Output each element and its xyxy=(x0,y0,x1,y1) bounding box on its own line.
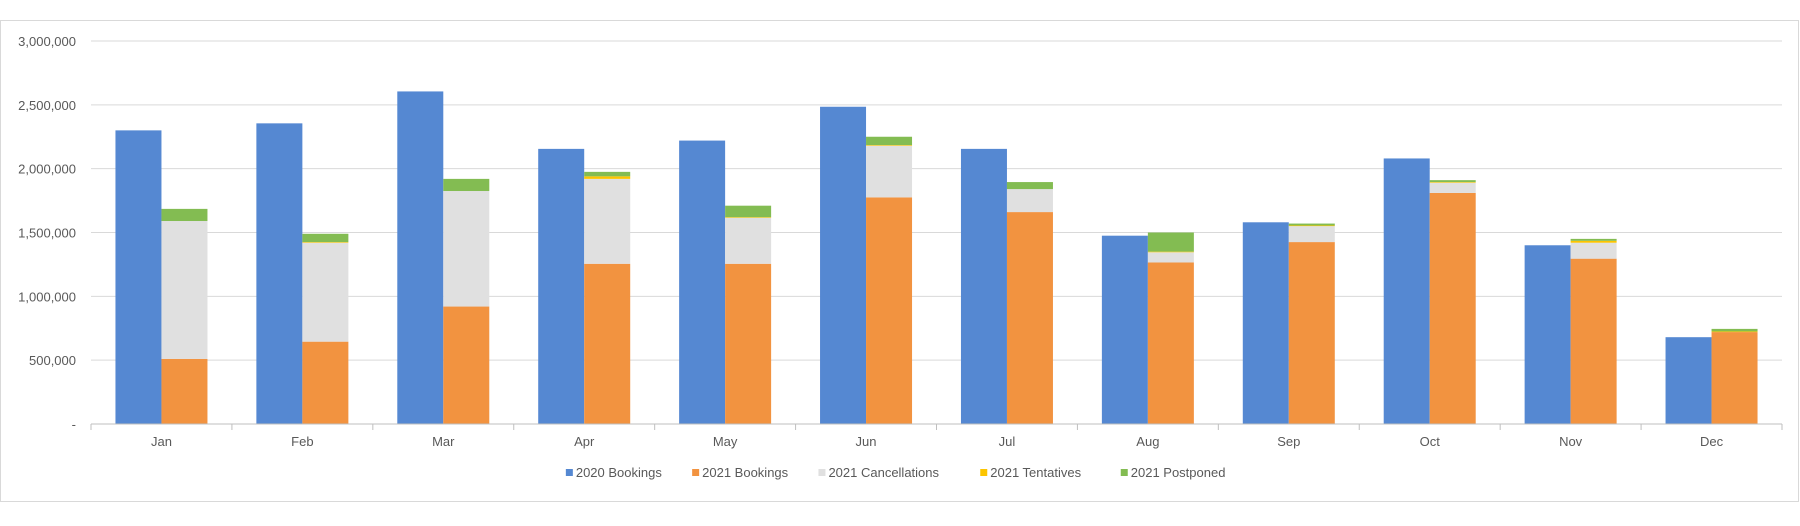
legend-item: 2021 Cancellations xyxy=(818,465,940,480)
x-axis: Jan Feb Mar Apr May Jun Jul Aug Sep Oct Nov Dec xyxy=(90,423,1783,449)
legend-item: 2021 Bookings xyxy=(692,465,789,480)
x-tick-label: Mar xyxy=(432,434,455,449)
legend-swatch xyxy=(1120,469,1128,476)
bar-2020-bookings-apr xyxy=(538,148,585,424)
bar-2021-bookings-jun xyxy=(866,197,913,424)
y-tick-label: - xyxy=(72,417,76,432)
bar-2021-postponed-mar xyxy=(443,178,490,192)
bar-2020-bookings-sep xyxy=(1242,222,1289,424)
bar-2021-cancellations-jun xyxy=(866,145,913,198)
bar-2021-bookings-dec xyxy=(1711,332,1758,424)
bar-2020-bookings-mar xyxy=(397,91,444,424)
legend-label: 2021 Bookings xyxy=(702,465,789,480)
bar-2021-postponed-feb xyxy=(302,233,349,243)
bar-2021-tentatives-apr xyxy=(584,176,631,179)
legend-item: 2020 Bookings xyxy=(565,465,663,480)
bar-2021-postponed-jun xyxy=(866,136,913,146)
x-tick-label: Jan xyxy=(151,434,172,449)
bar-2021-tentatives-jun xyxy=(866,145,913,146)
bar-2021-cancellations-nov xyxy=(1570,242,1617,259)
y-tick-label: 2,500,000 xyxy=(18,98,76,113)
legend-item: 2021 Postponed xyxy=(1120,465,1226,480)
bar-2021-cancellations-aug xyxy=(1147,252,1194,263)
legend-swatch xyxy=(692,469,700,476)
legend-swatch xyxy=(818,469,826,476)
bar-2021-bookings-sep xyxy=(1288,242,1335,424)
bar-2021-tentatives-oct xyxy=(1429,182,1476,183)
bar-2021-bookings-apr xyxy=(584,263,631,424)
legend-label: 2021 Postponed xyxy=(1131,465,1226,480)
bar-2021-postponed-sep xyxy=(1288,223,1335,226)
bar-2021-bookings-jan xyxy=(161,358,208,424)
bars xyxy=(115,91,1758,424)
bar-2020-bookings-aug xyxy=(1101,235,1148,424)
bar-2021-cancellations-jul xyxy=(1006,189,1053,213)
x-tick-label: Apr xyxy=(574,434,595,449)
bar-2021-cancellations-jan xyxy=(161,221,208,359)
bar-2021-tentatives-dec xyxy=(1711,331,1758,333)
bar-2021-cancellations-mar xyxy=(443,191,490,307)
y-tick-label: 500,000 xyxy=(29,353,76,368)
bar-2020-bookings-jan xyxy=(115,130,162,424)
bar-2021-bookings-mar xyxy=(443,306,490,424)
legend-item: 2021 Tentatives xyxy=(980,465,1082,480)
bar-2021-postponed-dec xyxy=(1711,328,1758,332)
bar-2021-tentatives-feb xyxy=(302,242,349,243)
bar-2021-cancellations-oct xyxy=(1429,182,1476,193)
x-tick-label: Jun xyxy=(856,434,877,449)
bar-2020-bookings-may xyxy=(679,140,726,424)
bar-2021-tentatives-aug xyxy=(1147,251,1194,253)
bar-2021-cancellations-may xyxy=(725,217,772,264)
bar-2021-postponed-apr xyxy=(584,171,631,177)
bar-2020-bookings-jun xyxy=(820,106,867,424)
legend-label: 2020 Bookings xyxy=(576,465,663,480)
x-tick-label: Nov xyxy=(1559,434,1583,449)
y-tick-label: 3,000,000 xyxy=(18,34,76,49)
y-tick-label: 1,500,000 xyxy=(18,226,76,241)
bar-2021-bookings-jul xyxy=(1006,212,1053,424)
bar-2021-bookings-aug xyxy=(1147,262,1194,424)
bar-2020-bookings-feb xyxy=(256,123,303,424)
bar-2021-bookings-nov xyxy=(1570,258,1617,424)
bar-2021-tentatives-may xyxy=(725,217,772,218)
bar-2020-bookings-nov xyxy=(1524,245,1571,424)
x-tick-label: Dec xyxy=(1700,434,1724,449)
bar-2021-tentatives-sep xyxy=(1288,225,1335,227)
x-tick-label: Feb xyxy=(291,434,313,449)
legend-label: 2021 Cancellations xyxy=(828,465,939,480)
x-tick-label: Oct xyxy=(1420,434,1441,449)
legend-label: 2021 Tentatives xyxy=(990,465,1081,480)
y-axis: - 500,000 1,000,000 1,500,000 2,000,000 2,500… xyxy=(18,34,76,432)
gridlines xyxy=(91,40,1782,361)
x-tick-label: Jul xyxy=(999,434,1016,449)
bar-2021-postponed-jan xyxy=(161,208,208,222)
legend-swatch xyxy=(565,469,573,476)
bar-2021-postponed-oct xyxy=(1429,180,1476,183)
bar-2021-postponed-nov xyxy=(1570,238,1617,241)
bar-2021-cancellations-feb xyxy=(302,242,349,342)
x-tick-label: Sep xyxy=(1277,434,1300,449)
bar-2021-postponed-aug xyxy=(1147,232,1194,252)
bar-2020-bookings-dec xyxy=(1665,337,1712,424)
bar-2021-cancellations-sep xyxy=(1288,226,1335,243)
bar-2020-bookings-jul xyxy=(960,148,1007,424)
bar-2021-tentatives-nov xyxy=(1570,240,1617,243)
bar-2021-bookings-oct xyxy=(1429,192,1476,424)
bar-2020-bookings-oct xyxy=(1383,158,1430,424)
y-tick-label: 1,000,000 xyxy=(18,289,76,304)
legend: 2020 Bookings 2021 Bookings 2021 Cancellat… xyxy=(565,465,1226,480)
bar-2021-postponed-jul xyxy=(1006,182,1053,190)
x-tick-label: May xyxy=(713,434,738,449)
legend-swatch xyxy=(980,469,988,476)
bar-2021-bookings-feb xyxy=(302,341,349,424)
bar-2021-bookings-may xyxy=(725,263,772,424)
y-tick-label: 2,000,000 xyxy=(18,162,76,177)
x-tick-label: Aug xyxy=(1136,434,1159,449)
bar-2021-cancellations-apr xyxy=(584,178,631,264)
bar-2021-postponed-may xyxy=(725,205,772,218)
